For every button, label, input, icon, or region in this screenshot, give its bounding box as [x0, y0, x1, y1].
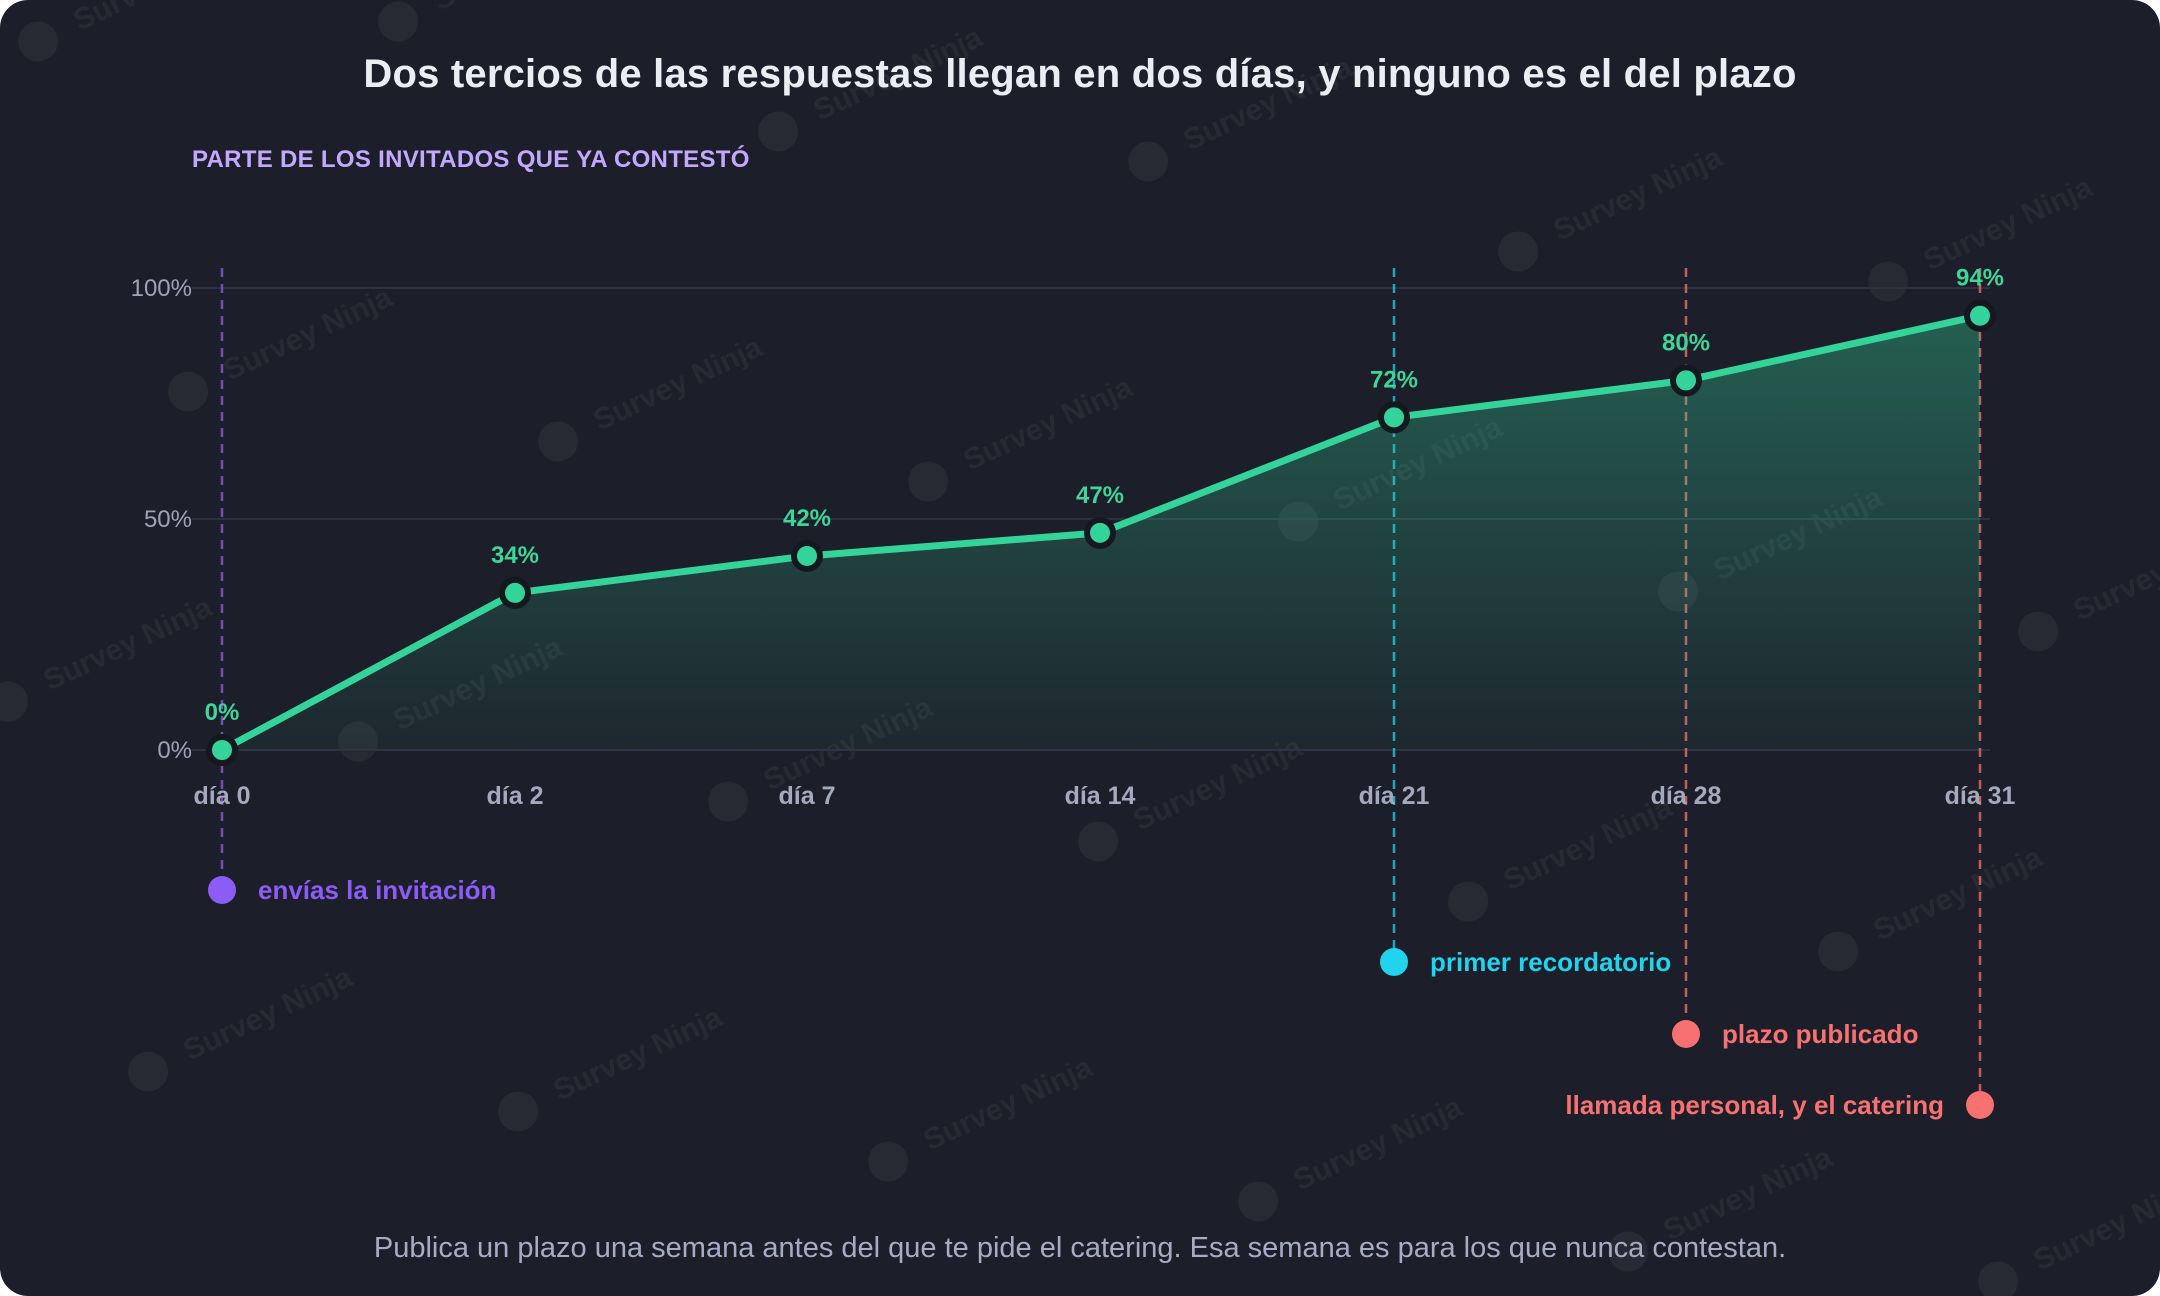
x-tick-label: día 0 [194, 782, 251, 810]
annotation-marker [208, 876, 236, 904]
footer-note: Publica un plazo una semana antes del qu… [373, 1232, 1787, 1264]
annotation-label: llamada personal, y el catering [1565, 1090, 1944, 1120]
annotation-marker [1380, 948, 1408, 976]
data-label: 42% [783, 505, 831, 532]
data-label: 80% [1662, 329, 1710, 356]
data-label: 94% [1956, 265, 2004, 292]
data-point [1964, 299, 1996, 332]
y-tick-label: 100% [131, 275, 192, 302]
data-point [1084, 516, 1116, 549]
x-tick-label: día 14 [1065, 782, 1136, 810]
data-point [1378, 401, 1410, 434]
y-axis-title: PARTE DE LOS INVITADOS QUE YA CONTESTÓ [192, 146, 750, 173]
y-tick-label: 0% [157, 737, 192, 764]
data-point [499, 576, 531, 609]
annotation-label: plazo publicado [1722, 1019, 1918, 1049]
data-point [206, 734, 238, 766]
x-tick-label: día 28 [1651, 782, 1722, 810]
annotation-label: envías la invitación [258, 875, 496, 905]
data-point [791, 539, 823, 572]
x-tick-label: día 7 [779, 782, 836, 810]
y-tick-label: 50% [144, 506, 192, 533]
data-point [1670, 364, 1702, 397]
data-label: 47% [1076, 482, 1124, 509]
data-label: 0% [205, 699, 240, 726]
x-tick-label: día 2 [487, 782, 544, 810]
data-label: 72% [1370, 366, 1418, 393]
x-tick-label: día 31 [1945, 782, 2016, 810]
annotation-marker [1966, 1091, 1994, 1119]
chart-title: Dos tercios de las respuestas llegan en … [363, 52, 1797, 96]
annotation-marker [1672, 1020, 1700, 1048]
x-tick-label: día 21 [1359, 782, 1430, 810]
data-label: 34% [491, 542, 539, 569]
annotation-label: primer recordatorio [1430, 947, 1671, 977]
